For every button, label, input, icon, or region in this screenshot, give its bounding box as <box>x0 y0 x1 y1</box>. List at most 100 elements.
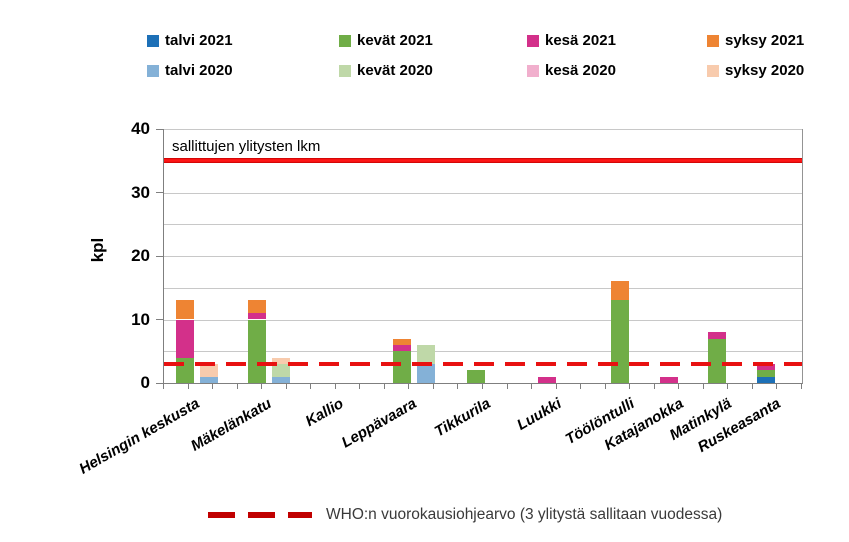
x-tick-mark <box>310 384 312 389</box>
legend-item-kes-2020: kesä 2020 <box>527 61 616 80</box>
bar-segment-kevät-2020-1 <box>271 363 291 377</box>
who-guideline-line <box>164 361 802 366</box>
bar-segment-kesä-2021-8 <box>707 332 727 339</box>
x-tick-mark <box>187 384 189 389</box>
x-tick-mark <box>653 384 655 389</box>
x-tick-mark <box>408 384 410 389</box>
legend-item-syksy-2020: syksy 2020 <box>707 61 804 80</box>
legend-swatch-icon <box>707 64 719 77</box>
gridline-5 <box>164 351 802 353</box>
legend-swatch-icon <box>339 64 351 77</box>
legend-swatch-icon <box>147 64 159 77</box>
x-tick-mark <box>776 384 778 389</box>
legend-swatch-icon <box>147 34 159 47</box>
legend-item-kes-2021: kesä 2021 <box>527 31 616 50</box>
legend-swatch-icon <box>527 64 539 77</box>
x-tick-mark <box>531 384 533 389</box>
x-tick-mark <box>604 384 606 389</box>
gridline-10 <box>164 319 802 321</box>
bar-segment-kesä-2021-3 <box>392 344 412 352</box>
y-tick-label-40: 40 <box>131 119 150 138</box>
legend-label: syksy 2021 <box>725 32 805 49</box>
bar-segment-kevät-2020-3 <box>416 344 436 364</box>
legend-swatch-icon <box>527 34 539 47</box>
bar-segment-syksy-2020-0 <box>199 363 219 377</box>
legend-label: talvi 2020 <box>165 62 233 79</box>
bar-segment-kesä-2021-0 <box>175 319 195 358</box>
legend-label: kevät 2021 <box>357 32 433 49</box>
legend-swatch-icon <box>707 34 719 47</box>
bar-segment-kevät-2021-8 <box>707 338 727 383</box>
x-tick-mark <box>580 384 582 389</box>
gridline-15 <box>164 287 802 289</box>
legend-item-talvi-2020: talvi 2020 <box>147 61 233 80</box>
x-tick-mark <box>678 384 680 389</box>
bar-segment-kesä-2021-7 <box>659 376 679 383</box>
bar-segment-kesä-2021-1 <box>247 313 267 320</box>
x-tick-mark <box>702 384 704 389</box>
x-tick-mark <box>506 384 508 389</box>
x-tick-mark <box>334 384 336 389</box>
bar-segment-talvi-2020-0 <box>199 376 219 383</box>
bar-segment-talvi-2021-9 <box>756 376 776 383</box>
x-tick-mark <box>212 384 214 389</box>
legend-item-syksy-2021: syksy 2021 <box>707 31 804 50</box>
bar-segment-syksy-2021-1 <box>247 300 267 314</box>
x-tick-mark <box>482 384 483 389</box>
bar-segment-talvi-2020-3 <box>416 363 436 383</box>
x-label-tikkurila: Tikkurila <box>431 395 494 441</box>
gridline-20 <box>164 256 802 257</box>
x-label-m-kel-nkatu: Mäkelänkatu <box>188 395 275 455</box>
legend-label: kesä 2020 <box>545 62 616 79</box>
gridline-25 <box>164 224 802 226</box>
x-label-kallio: Kallio <box>302 395 347 431</box>
plot-area: sallittujen ylitysten lkm <box>163 129 803 384</box>
y-tick-label-10: 10 <box>131 309 150 329</box>
x-label-lepp-vaara: Leppävaara <box>338 395 420 452</box>
bar-segment-kesä-2021-9 <box>756 363 776 371</box>
legend-label: syksy 2020 <box>725 62 805 79</box>
gridline-30 <box>164 192 802 194</box>
x-tick-mark <box>727 384 729 389</box>
y-tick-label-30: 30 <box>131 182 150 202</box>
gridline-40 <box>164 129 802 130</box>
legend-label: kevät 2020 <box>357 62 433 79</box>
dashed-line-swatch <box>208 512 312 518</box>
y-tick-mark <box>156 128 164 130</box>
who-guideline-label: WHO:n vuorokausiohjearvo (3 ylitystä sal… <box>326 506 723 523</box>
x-tick-mark <box>432 384 434 389</box>
x-tick-mark <box>236 384 238 389</box>
bar-segment-kevät-2021-3 <box>392 351 412 383</box>
legend-label: kesä 2021 <box>545 32 616 49</box>
y-tick-label-0: 0 <box>140 373 150 392</box>
allowed-exceedances-line <box>164 158 802 164</box>
x-tick-mark <box>457 384 459 389</box>
x-tick-mark <box>751 384 753 389</box>
y-tick-mark <box>156 192 164 193</box>
bar-segment-kesä-2021-5 <box>537 376 557 383</box>
legend-item-talvi-2021: talvi 2021 <box>147 31 233 50</box>
x-tick-mark <box>801 384 802 389</box>
bar-segment-kevät-2021-9 <box>756 370 776 377</box>
x-tick-mark <box>629 384 631 389</box>
who-guideline-legend: WHO:n vuorokausiohjearvo (3 ylitystä sal… <box>208 506 722 524</box>
x-tick-mark <box>555 384 557 389</box>
legend-swatch-icon <box>339 34 351 47</box>
bar-segment-kevät-2021-4 <box>466 370 486 383</box>
legend-label: talvi 2021 <box>165 32 233 49</box>
bar-segment-syksy-2021-0 <box>175 300 195 320</box>
y-tick-mark <box>156 255 164 257</box>
bar-segment-kevät-2021-6 <box>610 300 630 383</box>
x-tick-mark <box>285 384 287 389</box>
x-tick-mark <box>163 384 164 389</box>
legend-item-kev-t-2021: kevät 2021 <box>339 31 433 50</box>
bar-segment-syksy-2021-3 <box>392 338 412 345</box>
bar-segment-talvi-2020-1 <box>271 376 291 383</box>
legend-item-kev-t-2020: kevät 2020 <box>339 61 433 80</box>
bar-segment-kevät-2021-1 <box>247 319 267 383</box>
x-tick-mark <box>359 384 361 389</box>
x-tick-mark <box>383 384 385 389</box>
bar-segment-syksy-2021-6 <box>610 281 630 301</box>
x-label-helsingin-keskusta: Helsingin keskusta <box>76 395 203 478</box>
